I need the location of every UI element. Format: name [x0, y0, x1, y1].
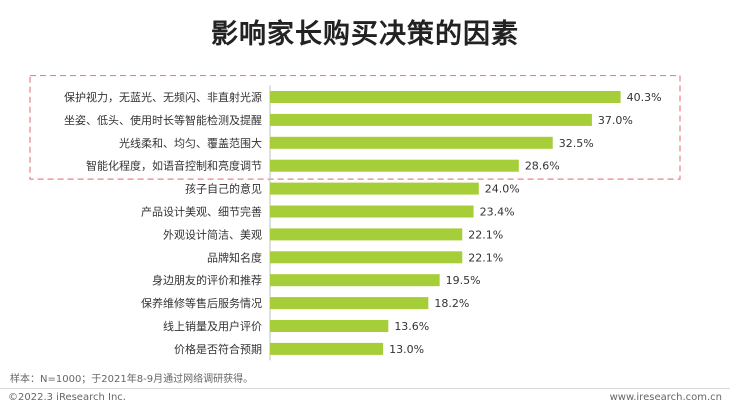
value-label: 13.0%	[389, 343, 424, 356]
value-label: 37.0%	[598, 114, 633, 127]
value-label: 24.0%	[485, 183, 520, 196]
sample-footnote: 样本：N=1000；于2021年8-9月通过网络调研获得。	[10, 374, 254, 385]
category-label: 产品设计美观、细节完善	[141, 205, 262, 219]
footer-divider	[0, 388, 730, 389]
bar	[270, 297, 429, 310]
category-label: 身边朋友的评价和推荐	[152, 273, 262, 287]
value-label: 13.6%	[394, 320, 429, 333]
value-label: 18.2%	[434, 297, 469, 310]
category-label: 线上销量及用户评价	[163, 319, 262, 333]
category-label: 孩子自己的意见	[185, 182, 262, 196]
value-label: 22.1%	[468, 251, 503, 264]
bar	[270, 113, 592, 126]
value-label: 19.5%	[446, 274, 481, 287]
category-label: 保养维修等售后服务情况	[141, 296, 262, 310]
bar-chart: 保护视力，无蓝光、无频闪、非直射光源 40.3% 坐姿、低头、使用时长等智能检测及提…	[29, 74, 681, 361]
category-label: 价格是否符合预期	[174, 342, 262, 356]
bar	[270, 228, 463, 241]
bar	[270, 182, 479, 195]
value-label: 40.3%	[627, 91, 662, 104]
category-label: 坐姿、低头、使用时长等智能检测及提醒	[64, 113, 262, 127]
category-label: 外观设计简洁、美观	[163, 227, 262, 241]
value-label: 22.1%	[468, 228, 503, 241]
value-label: 23.4%	[480, 206, 515, 219]
bar	[270, 136, 553, 149]
category-label: 光线柔和、均匀、覆盖范围大	[119, 136, 262, 150]
bar	[270, 159, 519, 172]
bar	[270, 251, 463, 264]
category-label: 智能化程度，如语音控制和亮度调节	[86, 159, 262, 173]
category-label: 品牌知名度	[207, 250, 262, 264]
copyright-text: ©2022.3 iResearch Inc.	[8, 392, 126, 403]
bar	[270, 274, 440, 287]
highlight-box	[29, 74, 681, 180]
value-label: 32.5%	[559, 137, 594, 150]
chart-title: 影响家长购买决策的因素	[211, 19, 519, 50]
bar	[270, 342, 384, 355]
value-label: 28.6%	[525, 160, 560, 173]
bar	[270, 91, 621, 103]
bar	[270, 320, 389, 332]
website-url: www.iresearch.com.cn	[609, 392, 722, 403]
category-label: 保护视力，无蓝光、无频闪、非直射光源	[64, 90, 262, 104]
bar	[270, 205, 474, 218]
